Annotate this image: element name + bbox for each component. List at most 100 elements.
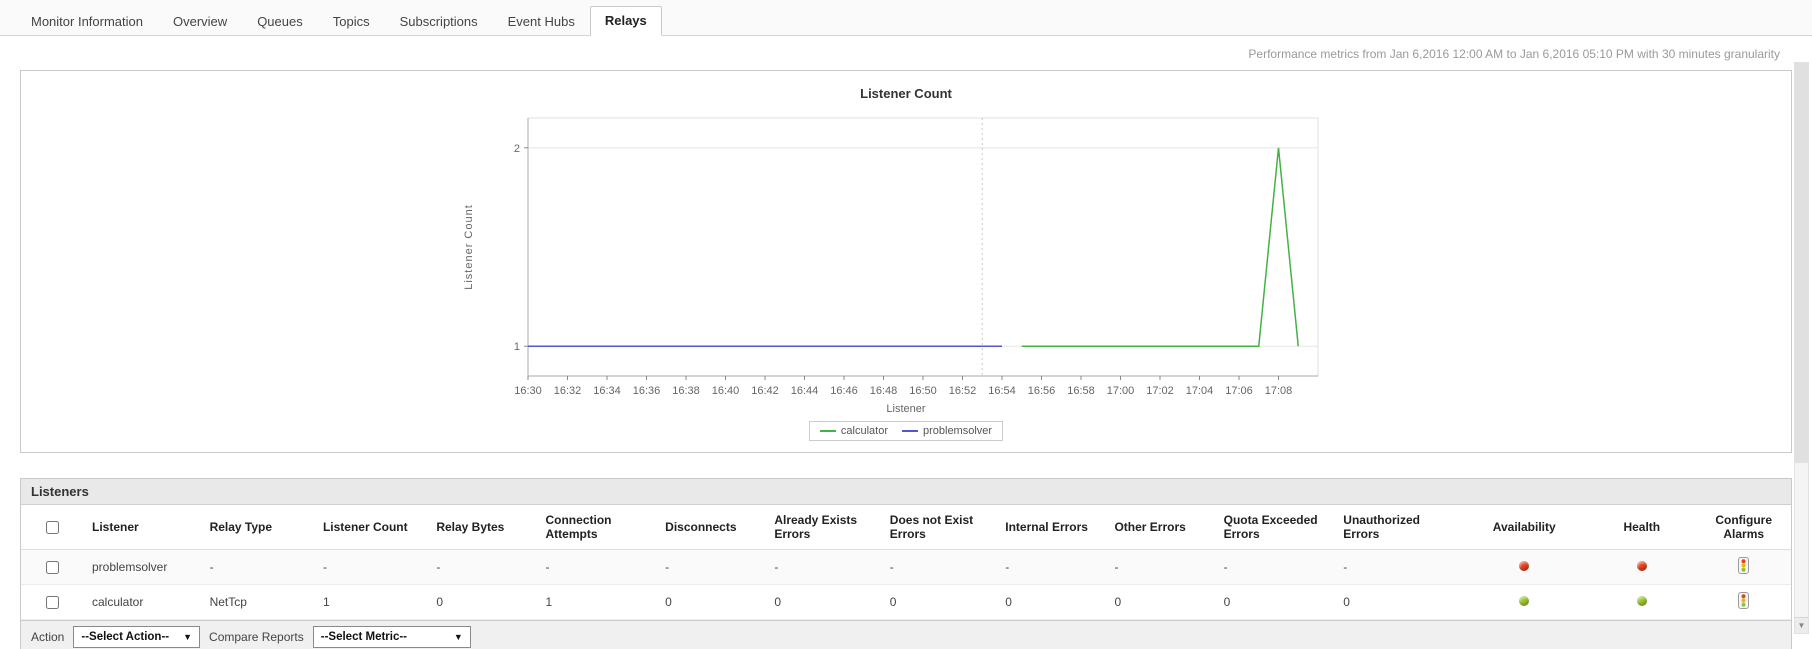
column-header-listener-count: Listener Count [314,505,429,550]
cell-other-errors: 0 [1106,584,1216,620]
listeners-section-title: Listeners [21,479,1791,505]
compare-reports-label: Compare Reports [209,630,304,644]
listeners-table: Listener Relay Type Listener Count Relay By… [21,505,1791,620]
svg-text:16:40: 16:40 [712,385,740,397]
cell-unauthorized-errors: 0 [1335,584,1462,620]
cell-disconnects: - [657,549,767,585]
health-cell [1587,584,1697,620]
chart-legend: calculator problemsolver [456,421,1356,441]
svg-text:16:56: 16:56 [1028,385,1056,397]
svg-text:16:46: 16:46 [830,385,858,397]
cell-disconnects: 0 [657,584,767,620]
cell-internal-errors: - [997,549,1107,585]
health-cell [1587,549,1697,585]
tab-overview[interactable]: Overview [173,14,228,29]
svg-text:16:50: 16:50 [909,385,937,397]
tab-relays[interactable]: Relays [589,6,662,36]
svg-text:16:44: 16:44 [791,385,819,397]
tab-bar: Monitor Information Overview Queues Topics S… [0,0,1812,36]
column-header-configure-alarms: Configure Alarms [1696,505,1791,550]
health-status-dot-red [1636,561,1647,571]
vertical-scrollbar[interactable]: ▼ [1794,62,1809,634]
svg-text:17:02: 17:02 [1146,385,1174,397]
row-checkbox-problemsolver[interactable] [46,560,60,574]
column-header-already-exists-errors: Already Exists Errors [766,505,882,550]
chart-title: Listener Count [860,86,952,101]
legend-item-calculator: calculator [819,425,888,437]
configure-alarms-cell [1696,584,1791,620]
svg-text:Listener Count: Listener Count [463,204,475,290]
svg-text:16:30: 16:30 [514,385,542,397]
availability-status-dot-red [1519,561,1530,571]
svg-text:1: 1 [514,341,520,353]
row-checkbox-calculator[interactable] [46,595,60,609]
tab-subscriptions[interactable]: Subscriptions [399,14,478,29]
cell-internal-errors: 0 [997,584,1107,620]
column-header-connection-attempts: Connection Attempts [537,505,658,550]
svg-text:16:54: 16:54 [988,385,1016,397]
cell-listener: calculator [83,584,202,620]
tab-monitor-information[interactable]: Monitor Information [31,14,143,29]
cell-does-not-exist-errors: 0 [881,584,998,620]
row-checkbox-cell [21,584,84,620]
chart-wrap: Listener Count 1 2 16:30 16:32 16:34 16:36 16:… [456,71,1356,441]
legend-label: problemsolver [922,425,993,437]
svg-text:16:38: 16:38 [672,385,700,397]
cell-listener-count: - [314,549,429,585]
compare-metric-select[interactable]: --Select Metric-- ▼ [312,626,471,648]
column-header-health: Health [1587,505,1697,550]
legend-item-problemsolver: problemsolver [901,425,993,437]
select-all-header-cell [21,505,84,550]
scroll-down-button[interactable]: ▼ [1795,617,1808,633]
svg-text:16:48: 16:48 [870,385,898,397]
cell-other-errors: - [1106,549,1216,585]
svg-text:16:36: 16:36 [633,385,661,397]
column-header-internal-errors: Internal Errors [997,505,1107,550]
svg-text:17:08: 17:08 [1265,385,1293,397]
svg-text:16:32: 16:32 [554,385,582,397]
column-header-other-errors: Other Errors [1106,505,1216,550]
column-header-relay-type: Relay Type [201,505,315,550]
chart-x-axis-label: Listener [886,403,926,415]
tab-queues[interactable]: Queues [257,14,303,29]
svg-text:16:52: 16:52 [949,385,977,397]
metrics-period-text: Performance metrics from Jan 6,2016 12:0… [1248,47,1780,61]
listener-count-chart: 1 2 16:30 16:32 16:34 16:36 16:38 16:40 16:42 16:… [463,117,1319,397]
cell-listener: problemsolver [83,549,202,585]
cell-quota-exceeded-errors: - [1215,549,1336,585]
series-line-calculator [1021,147,1299,347]
legend-swatch-icon [819,430,836,432]
column-header-quota-exceeded-errors: Quota Exceeded Errors [1215,505,1336,550]
tab-event-hubs[interactable]: Event Hubs [507,14,575,29]
svg-text:2: 2 [514,143,520,155]
cell-does-not-exist-errors: - [881,549,998,585]
column-header-disconnects: Disconnects [657,505,767,550]
cell-relay-type: NetTcp [201,584,315,620]
cell-already-exists-errors: 0 [766,584,882,620]
column-header-relay-bytes: Relay Bytes [428,505,538,550]
column-header-listener: Listener [83,505,202,550]
caret-down-icon: ▼ [183,632,193,642]
legend-box: calculator problemsolver [808,421,1004,441]
availability-cell [1461,584,1588,620]
cell-unauthorized-errors: - [1335,549,1462,585]
legend-label: calculator [840,425,888,437]
row-checkbox-cell [21,549,84,585]
configure-alarms-icon[interactable] [1738,592,1750,609]
listeners-panel: Listeners Listener Relay Type Listener Cou… [20,478,1792,649]
svg-text:16:42: 16:42 [751,385,779,397]
select-all-checkbox[interactable] [46,520,60,534]
configure-alarms-cell [1696,549,1791,585]
scrollbar-thumb[interactable] [1795,63,1808,463]
cell-relay-bytes: 0 [428,584,538,620]
cell-listener-count: 1 [314,584,429,620]
action-select[interactable]: --Select Action-- ▼ [73,626,201,648]
svg-text:17:00: 17:00 [1107,385,1135,397]
configure-alarms-icon[interactable] [1738,557,1750,574]
legend-swatch-icon [901,430,918,432]
tab-topics[interactable]: Topics [332,14,370,29]
action-select-value: --Select Action-- [81,631,170,643]
listener-row-calculator: calculator NetTcp 1 0 1 0 0 0 0 0 0 0 [21,584,1791,620]
health-status-dot-green [1636,596,1647,606]
svg-text:16:34: 16:34 [593,385,621,397]
